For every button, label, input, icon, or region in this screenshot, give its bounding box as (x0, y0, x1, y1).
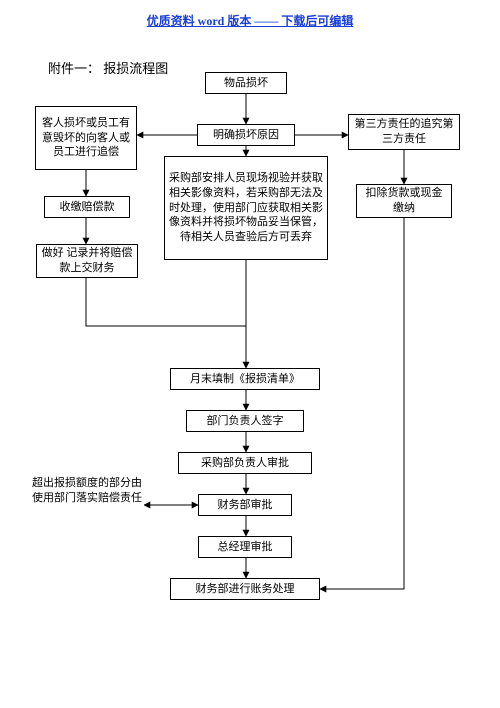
flow-node-n1: 物品损坏 (205, 72, 287, 94)
header-part-3: 版本 —— 下载后可编辑 (227, 14, 353, 28)
flow-node-n3: 客人损坏或员工有 意毁坏的向客人或员工进行追偿 (35, 106, 137, 170)
attachment-title: 附件一： 报损流程图 (48, 58, 168, 77)
flow-node-n10: 部门负责人签字 (186, 410, 304, 432)
flow-node-n13: 总经理审批 (198, 536, 292, 558)
header-part-2: word (195, 14, 228, 28)
flow-node-n14: 财务部进行账务处理 (170, 578, 320, 600)
flow-node-n12: 财务部审批 (198, 494, 292, 516)
flow-node-n9: 月末填制《报损清单》 (170, 368, 320, 390)
page: { "header": { "text_parts": ["优质资料", " w… (0, 0, 500, 708)
flow-node-n2: 明确损坏原因 (197, 124, 295, 146)
flow-edge-8 (86, 278, 246, 326)
flow-node-n7: 做好 记录并将赔偿款上交财务 (36, 244, 138, 278)
flow-node-n4: 第三方责任的追究第三方责任 (348, 114, 460, 150)
document-header: 优质资料 word 版本 —— 下载后可编辑 (0, 12, 500, 29)
flow-node-n15: 超出报损额度的部分由使用部门落实赔偿责任 (30, 476, 144, 524)
flow-node-n11: 采购部负责人审批 (178, 452, 312, 474)
flow-edge-14 (320, 218, 404, 589)
flow-node-n8: 扣除货款或现金缴纳 (356, 184, 452, 218)
flow-node-n6: 收缴赔偿款 (44, 196, 130, 218)
header-part-1: 优质资料 (147, 14, 195, 28)
flow-node-n5: 采购部安排人员现场视验并获取相关影像资料，若采购部无法及时处理，使用部门应获取相… (164, 156, 328, 260)
